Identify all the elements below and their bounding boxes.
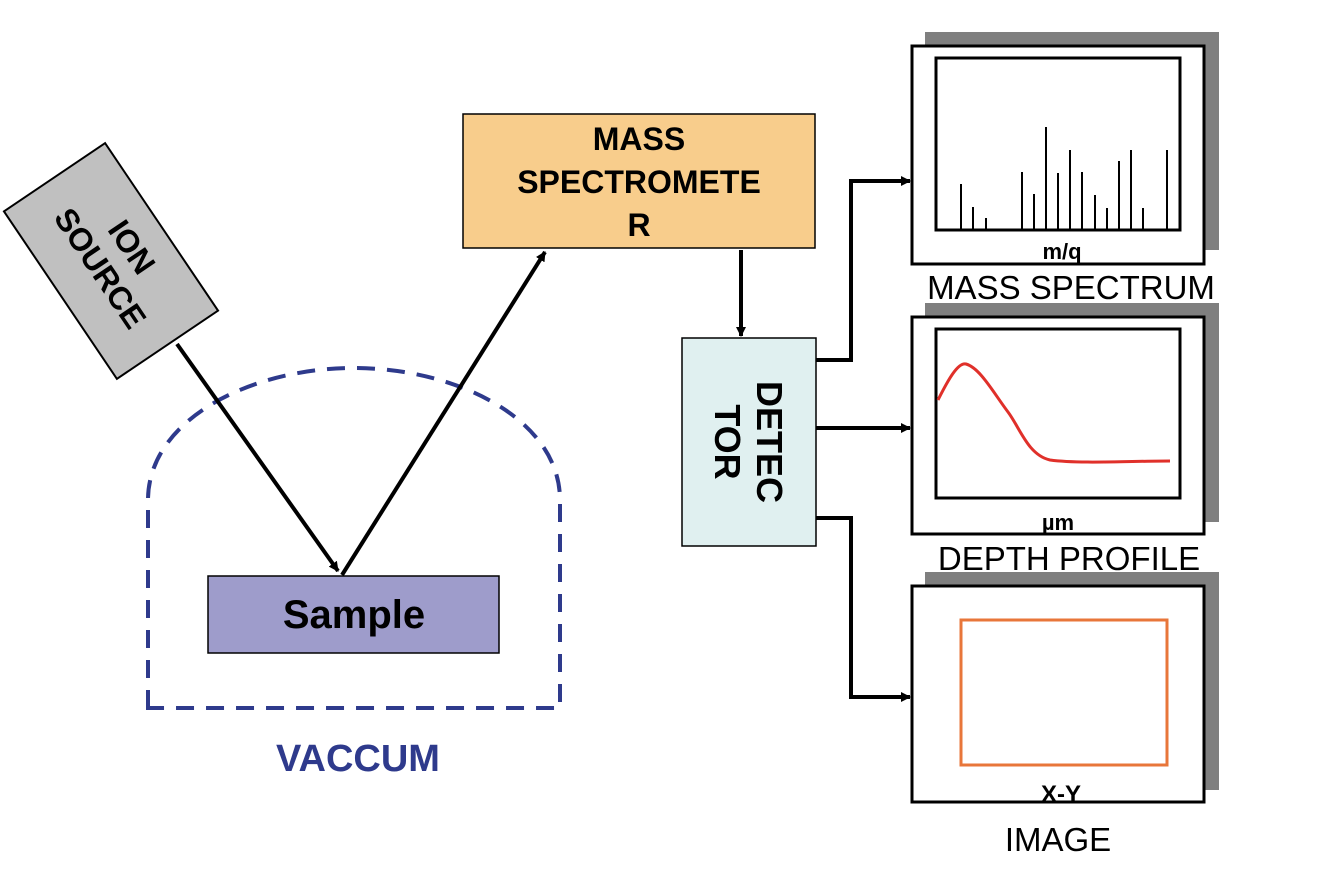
- vacuum-chamber: [146, 365, 562, 710]
- detector-to-spectrum-arrow: [816, 176, 911, 362]
- primary-beam-arrow: [175, 342, 340, 573]
- detector-label: DETEC TOR: [707, 381, 790, 503]
- image-axis-label: X-Y: [1041, 781, 1081, 808]
- image-frame: [959, 618, 1169, 767]
- mass-spectrometer-line3: R: [627, 207, 650, 243]
- detector-line2: TOR: [707, 404, 748, 479]
- image-monitor: [910, 584, 1206, 804]
- mass-spectrum-panel: m/q MASS SPECTRUM: [910, 32, 1219, 306]
- sample-box: [207, 575, 500, 654]
- mass-spectrum-axis-label: m/q: [1042, 239, 1081, 264]
- secondary-ion-arrow: [340, 250, 547, 577]
- depth-profile-curve: [936, 362, 1171, 464]
- ion-source: ION SOURCE: [2, 141, 220, 381]
- depth-profile-caption: DEPTH PROFILE: [938, 540, 1200, 577]
- image-panel: X-Y IMAGE: [910, 572, 1219, 858]
- mass-spectrometer-box: [462, 113, 816, 249]
- mass-spectrum-caption: MASS SPECTRUM: [927, 269, 1215, 306]
- vacuum-label: VACCUM: [276, 738, 440, 780]
- mass-spectrometer-line1: MASS: [593, 121, 685, 157]
- mass-spectrum-peaks: [960, 127, 1168, 230]
- depth-profile-axis-label: µm: [1042, 510, 1074, 535]
- image-caption: IMAGE: [1005, 821, 1111, 858]
- sample-label: Sample: [283, 593, 425, 637]
- detector-to-image-arrow: [816, 516, 911, 702]
- depth-profile-panel: µm DEPTH PROFILE: [910, 303, 1219, 577]
- detector-line1: DETEC: [749, 381, 790, 503]
- detector-box: [681, 337, 817, 547]
- mass-spectrometer-line2: SPECTROMETE: [517, 164, 761, 200]
- depth-profile-screen: [934, 327, 1182, 500]
